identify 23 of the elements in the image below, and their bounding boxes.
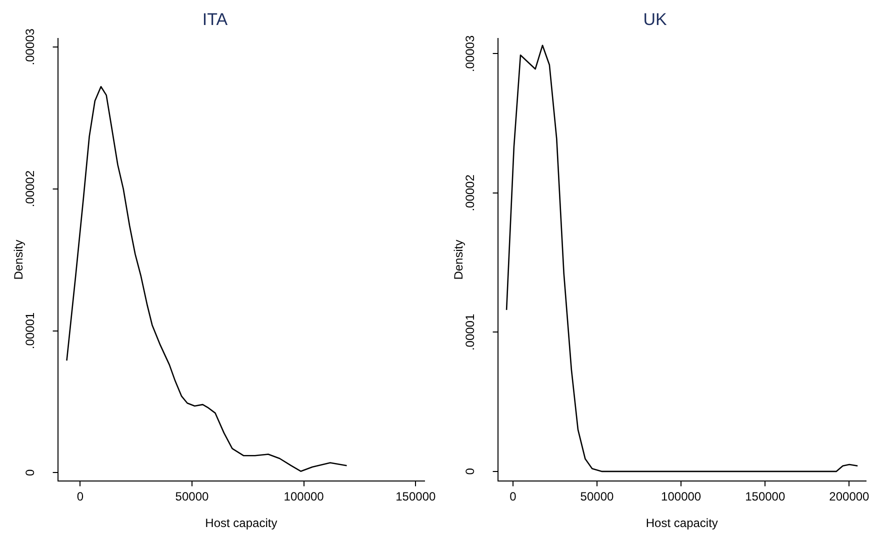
y-tick-label: .00001 xyxy=(462,314,477,351)
x-tick-label: 150000 xyxy=(396,490,436,504)
x-tick-label: 50000 xyxy=(175,490,209,504)
x-axis-title: Host capacity xyxy=(646,516,718,530)
x-tick-label: 50000 xyxy=(580,490,614,504)
y-tick-label: .00003 xyxy=(22,28,37,66)
y-tick-label: .00002 xyxy=(462,174,477,212)
y-tick-label: 0 xyxy=(22,469,37,476)
x-tick-label: 0 xyxy=(510,490,517,504)
chart-title: ITA xyxy=(202,10,228,29)
x-tick-label: 100000 xyxy=(661,490,702,504)
y-axis-title: Density xyxy=(12,240,26,280)
y-tick-label: .00003 xyxy=(462,35,477,72)
chart-title: UK xyxy=(643,10,668,29)
y-axis-title: Density xyxy=(452,240,466,280)
y-tick-label: 0 xyxy=(462,468,477,475)
x-tick-label: 200000 xyxy=(829,490,870,504)
x-axis-title: Host capacity xyxy=(205,516,278,530)
x-tick-label: 150000 xyxy=(745,490,786,504)
x-tick-label: 100000 xyxy=(284,490,324,504)
y-tick-label: .00001 xyxy=(22,312,37,350)
y-tick-label: .00002 xyxy=(22,170,37,208)
x-tick-label: 0 xyxy=(76,490,84,504)
